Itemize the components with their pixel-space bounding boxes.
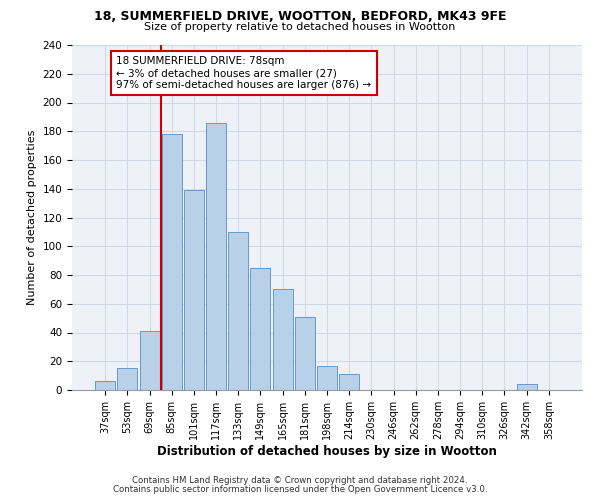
Bar xyxy=(517,384,536,390)
Bar xyxy=(250,268,271,390)
Bar xyxy=(272,290,293,390)
Bar xyxy=(295,316,315,390)
X-axis label: Distribution of detached houses by size in Wootton: Distribution of detached houses by size … xyxy=(157,444,497,458)
Text: Contains HM Land Registry data © Crown copyright and database right 2024.: Contains HM Land Registry data © Crown c… xyxy=(132,476,468,485)
Y-axis label: Number of detached properties: Number of detached properties xyxy=(27,130,37,305)
Bar xyxy=(206,122,226,390)
Bar xyxy=(317,366,337,390)
Bar xyxy=(162,134,182,390)
Text: 18 SUMMERFIELD DRIVE: 78sqm
← 3% of detached houses are smaller (27)
97% of semi: 18 SUMMERFIELD DRIVE: 78sqm ← 3% of deta… xyxy=(116,56,371,90)
Text: Contains public sector information licensed under the Open Government Licence v3: Contains public sector information licen… xyxy=(113,485,487,494)
Bar xyxy=(184,190,204,390)
Text: 18, SUMMERFIELD DRIVE, WOOTTON, BEDFORD, MK43 9FE: 18, SUMMERFIELD DRIVE, WOOTTON, BEDFORD,… xyxy=(94,10,506,23)
Bar xyxy=(339,374,359,390)
Bar xyxy=(228,232,248,390)
Bar xyxy=(140,331,160,390)
Text: Size of property relative to detached houses in Wootton: Size of property relative to detached ho… xyxy=(145,22,455,32)
Bar xyxy=(95,382,115,390)
Bar xyxy=(118,368,137,390)
